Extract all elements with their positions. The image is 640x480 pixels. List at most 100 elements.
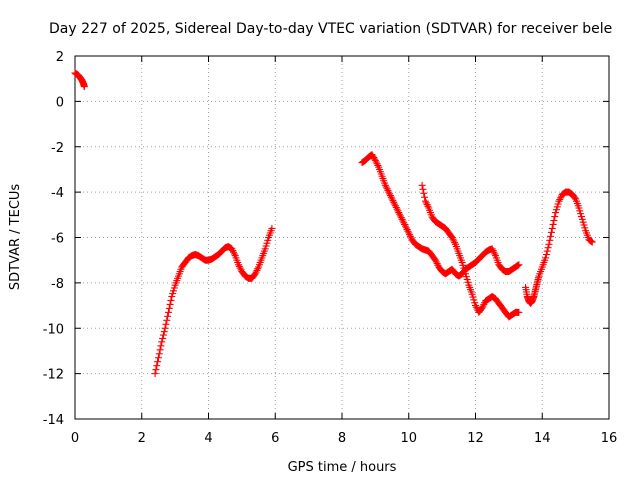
data-point [587, 237, 595, 245]
data-point [556, 195, 564, 203]
data-point [153, 362, 161, 370]
data-point [151, 370, 159, 378]
y-tick-label: 2 [56, 50, 64, 65]
data-point [383, 185, 391, 193]
data-point [490, 248, 498, 256]
data-point [230, 250, 238, 258]
data-point [381, 181, 389, 189]
data-point [156, 346, 164, 354]
data-point [371, 155, 379, 163]
data-point [548, 224, 556, 232]
data-point [154, 354, 162, 362]
data-point [449, 235, 457, 243]
chart-title: Day 227 of 2025, Sidereal Day-to-day VTE… [49, 21, 612, 37]
data-point [515, 261, 523, 269]
x-axis-label: GPS time / hours [288, 460, 397, 475]
data-point [371, 156, 379, 164]
y-tick-label: -12 [43, 368, 64, 383]
data-point [547, 232, 555, 240]
data-point [158, 338, 166, 346]
data-point [236, 264, 244, 272]
data-point [399, 217, 407, 225]
data-point [546, 236, 554, 244]
data-point [167, 296, 175, 304]
data-point [491, 250, 499, 258]
axis-ticks: 0 2 4 6 8 10 12 14 16 2 0 -2 -4 -6 -8 -10 -12 -14 [43, 50, 618, 446]
x-tick-label: 6 [271, 431, 279, 446]
data-point [253, 266, 261, 274]
x-tick-label: 12 [467, 431, 484, 446]
data-point [555, 197, 563, 205]
data-point [400, 219, 408, 227]
data-point [550, 216, 558, 224]
data-point [421, 193, 429, 201]
data-point [571, 194, 579, 202]
x-tick-label: 4 [204, 431, 212, 446]
data-point [545, 240, 553, 248]
y-tick-label: -6 [51, 232, 64, 247]
y-tick-label: -4 [51, 186, 64, 201]
data-point [402, 224, 410, 232]
data-point [384, 186, 392, 194]
data-point [374, 161, 382, 169]
data-point [372, 158, 380, 166]
data-point [268, 224, 276, 232]
data-point [423, 201, 431, 209]
data-point [542, 254, 550, 262]
data-point [451, 239, 459, 247]
data-point [235, 262, 243, 270]
data-point [588, 238, 596, 246]
data-point [403, 226, 411, 234]
x-tick-label: 2 [138, 431, 146, 446]
data-point [422, 199, 430, 207]
data-point [161, 324, 169, 332]
data-point [406, 232, 414, 240]
data-point [154, 358, 162, 366]
data-point [164, 308, 172, 316]
data-points [71, 69, 596, 378]
x-tick-label: 14 [534, 431, 551, 446]
data-point [391, 202, 399, 210]
data-point [164, 312, 172, 320]
data-point [448, 234, 456, 241]
x-tick-label: 0 [71, 431, 79, 446]
data-point [152, 366, 160, 374]
data-point [480, 300, 488, 308]
data-point [489, 247, 497, 255]
data-point [155, 350, 163, 358]
data-point [431, 256, 439, 264]
data-point [229, 247, 237, 255]
data-point [382, 183, 390, 191]
data-point [252, 268, 260, 276]
data-point [388, 195, 396, 203]
data-point [393, 205, 401, 213]
data-point [398, 215, 406, 223]
data-point [551, 213, 559, 221]
data-point [373, 160, 381, 168]
data-point [450, 237, 458, 245]
data-point [392, 203, 400, 211]
data-point [432, 258, 440, 266]
y-tick-label: -10 [43, 322, 64, 337]
data-point [543, 247, 551, 255]
data-point [396, 210, 404, 218]
data-point [394, 207, 402, 215]
grid [75, 56, 609, 419]
data-point [230, 248, 238, 256]
y-tick-label: -2 [51, 141, 64, 156]
data-point [513, 262, 521, 270]
data-point [547, 228, 555, 236]
data-point [157, 342, 165, 350]
data-point [488, 245, 496, 253]
data-point [159, 334, 167, 342]
data-point [424, 202, 432, 210]
data-point [396, 212, 404, 220]
data-point [254, 265, 262, 273]
data-point [418, 181, 426, 189]
data-point [514, 261, 522, 269]
data-point [433, 260, 441, 268]
data-point [542, 251, 550, 259]
y-tick-label: -8 [51, 277, 64, 292]
data-point [544, 244, 552, 252]
data-point [401, 220, 409, 228]
